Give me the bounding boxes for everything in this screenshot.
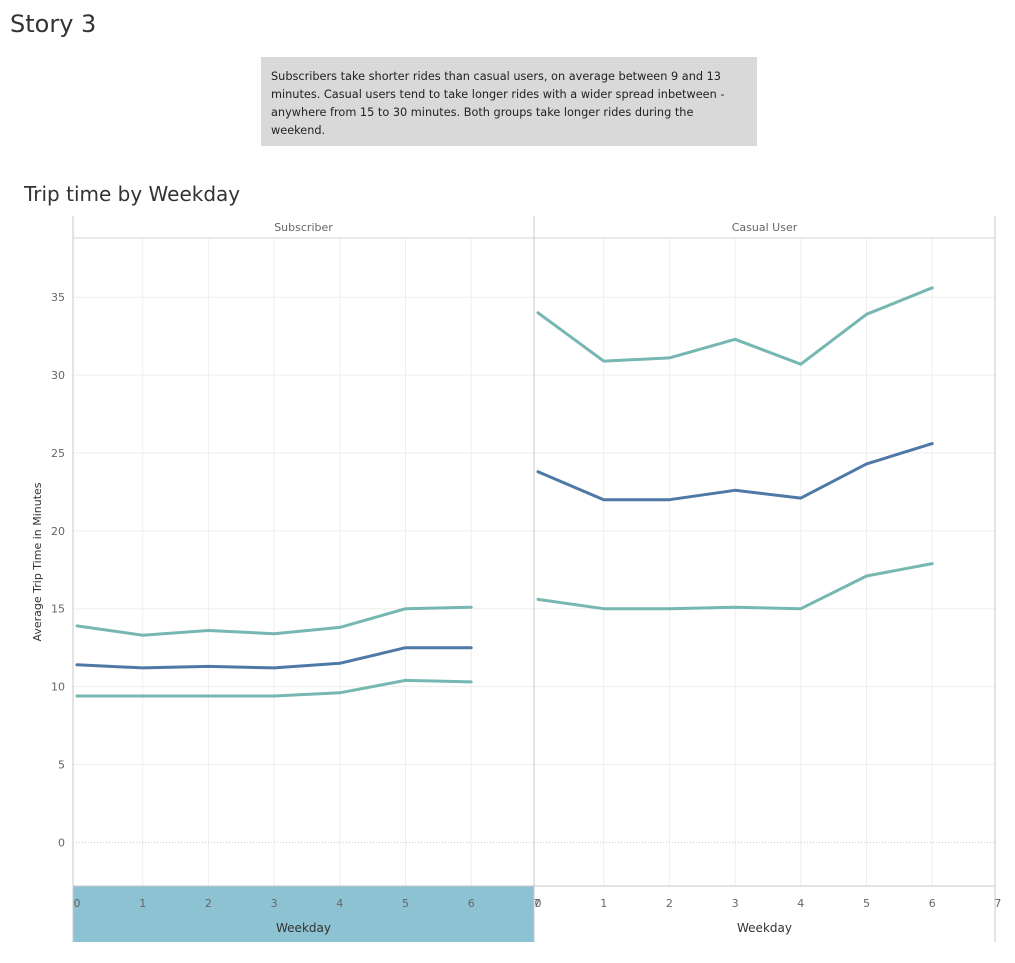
x-tick-label: 7 [533,897,540,910]
x-tick-label: 6 [929,897,936,910]
x-tick-label: 3 [732,897,739,910]
y-tick-label: 25 [51,447,65,460]
y-tick-label: 15 [51,603,65,616]
x-tick-label: 5 [863,897,870,910]
series-line-band [75,678,473,698]
series-line-band [536,562,934,611]
story-caption: Subscribers take shorter rides than casu… [261,57,757,146]
x-tick-label: 0 [74,897,81,910]
x-tick-label: 4 [797,897,804,910]
y-tick-label: 5 [58,759,65,772]
chart-title: Trip time by Weekday [24,182,241,206]
panel-0: Subscriber 0 1 2 3 4 5 6 7 Weekday [73,221,540,942]
story-title: Story 3 [10,10,97,38]
x-tick-label: 2 [205,897,212,910]
x-tick-label: 6 [468,897,475,910]
series-line-mean [75,646,473,670]
x-tick-label: 1 [139,897,146,910]
y-tick-label: 35 [51,291,65,304]
x-tick-label: 4 [336,897,343,910]
y-tick-label: 20 [51,525,65,538]
y-tick-label: 30 [51,369,65,382]
axis-highlight [73,886,534,942]
caption-line: minutes. Casual users tend to take longe… [271,88,725,101]
panel-1: Casual User 0 1 2 3 4 5 6 7 Weekday [534,221,1001,935]
x-tick-label: 0 [535,897,542,910]
x-axis-label: Weekday [737,921,792,935]
series-line-band [75,605,473,637]
y-tick-label: 0 [58,836,65,849]
panel-header-label: Subscriber [274,221,333,234]
series-line-mean [536,442,934,502]
x-tick-label: 3 [271,897,278,910]
x-axis-label: Weekday [276,921,331,935]
x-tick-label: 1 [600,897,607,910]
y-axis-label: Average Trip Time in Minutes [31,482,44,641]
x-tick-label: 7 [994,897,1001,910]
x-tick-label: 2 [666,897,673,910]
y-tick-label: 10 [51,681,65,694]
caption-line: Subscribers take shorter rides than casu… [271,70,721,83]
panel-header-label: Casual User [732,221,798,234]
caption-line: anywhere from 15 to 30 minutes. Both gro… [271,106,694,137]
x-tick-label: 5 [402,897,409,910]
series-line-band [536,286,934,366]
